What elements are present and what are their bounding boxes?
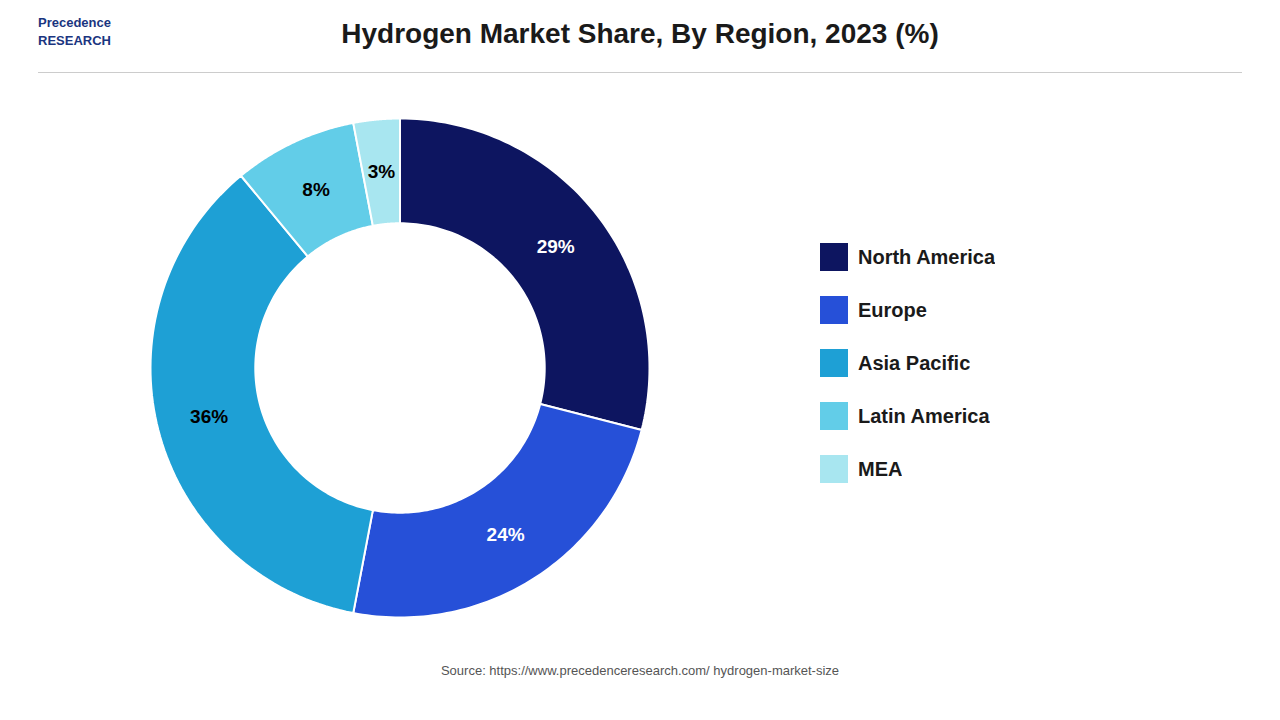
html-text:Europe: Europe	[858, 298, 927, 321]
html-text:Source: https://www.precedence: Source: https://www.precedenceresearch.c…	[440, 663, 840, 678]
html-text:Latin America: Latin America	[858, 404, 990, 427]
html-text:Precedence RESEARCH: Precedence RESEARCH	[38, 15, 111, 49]
svg-text:24%: 24%	[487, 524, 525, 545]
svg-text:8%: 8%	[302, 179, 330, 200]
svg-text:36%: 36%	[190, 406, 228, 427]
html-text:MEA: MEA	[858, 457, 903, 480]
svg-text:3%: 3%	[368, 161, 396, 182]
html-text:Hydrogen Market Share, By Regi: Hydrogen Market Share, By Region, 2023 (…	[341, 18, 939, 49]
html-text:North America: North America	[858, 245, 996, 268]
svg-text:29%: 29%	[537, 236, 575, 257]
html-text:Asia Pacific: Asia Pacific	[858, 351, 971, 374]
